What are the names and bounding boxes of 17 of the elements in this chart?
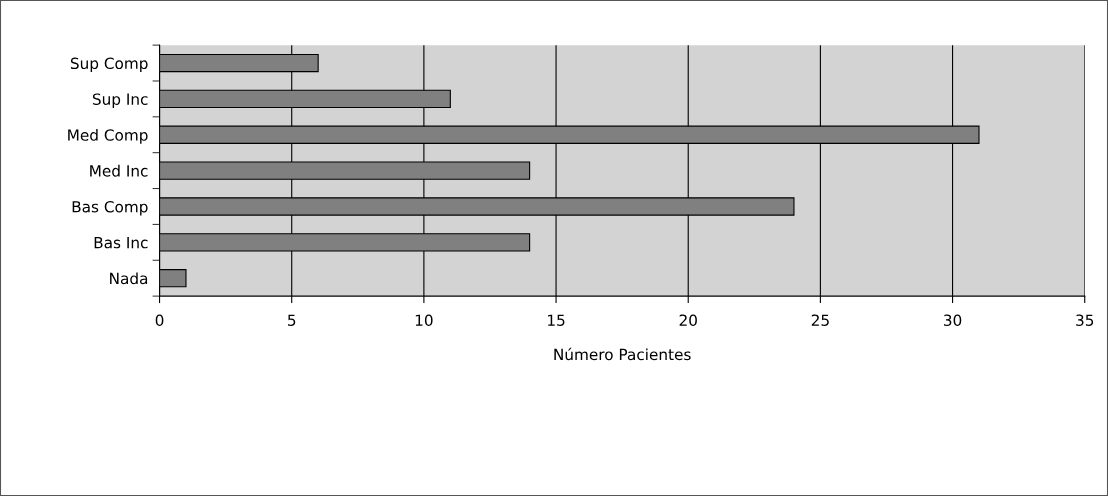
y-tick-label: Sup Inc [92, 93, 148, 108]
y-tick-label: Med Comp [68, 128, 148, 144]
x-tick-label: 15 [548, 314, 565, 326]
x-tick-label: 20 [679, 314, 697, 326]
x-tick-label: 30 [944, 314, 962, 326]
y-tick-label: Bas Comp [72, 200, 148, 216]
y-tick-label: Sup Comp [70, 57, 148, 73]
bar [159, 269, 187, 288]
y-tick-label: Med Inc [90, 164, 148, 177]
x-tick-label: 10 [415, 314, 433, 326]
x-tick-label: 0 [155, 314, 164, 326]
x-axis-title: Número Pacientes [554, 347, 691, 361]
x-tick-label: 5 [288, 314, 296, 326]
x-tick-label: 35 [1076, 314, 1094, 326]
x-tick-label: 25 [811, 314, 829, 326]
y-tick-label: Nada [110, 272, 148, 285]
y-tick-label: Bas Inc [94, 237, 148, 249]
